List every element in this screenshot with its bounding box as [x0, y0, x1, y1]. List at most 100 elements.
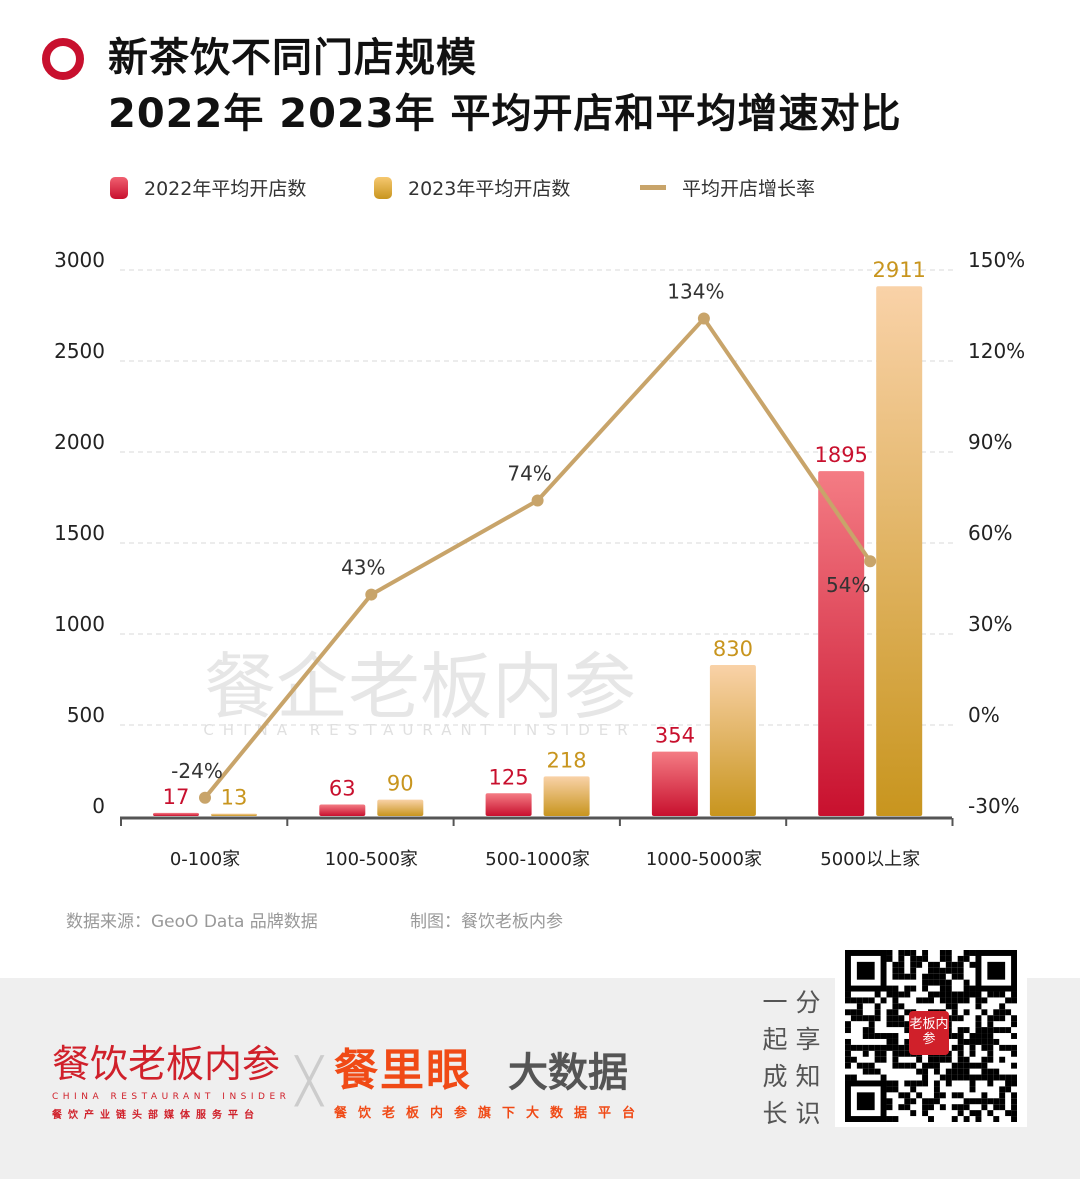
- qr-module: [922, 1068, 929, 1075]
- qr-module: [939, 967, 946, 974]
- qr-module: [845, 991, 851, 998]
- qr-module: [1005, 997, 1012, 1004]
- qr-module: [933, 973, 940, 980]
- qr-module: [922, 1080, 929, 1087]
- qr-module: [892, 967, 899, 974]
- qr-module: [874, 1056, 881, 1063]
- qr-module: [916, 961, 923, 968]
- qr-module: [892, 1116, 899, 1122]
- qr-module: [904, 1062, 911, 1069]
- qr-module: [868, 1068, 875, 1075]
- qr-module: [898, 991, 905, 998]
- qr-module: [993, 1074, 1000, 1081]
- qr-module: [845, 1044, 851, 1051]
- qr-module: [969, 1062, 976, 1069]
- slogan-col-2: 分享知识: [795, 988, 821, 1128]
- x-tick-label: 100-500家: [325, 849, 418, 870]
- qr-module: [963, 1056, 970, 1063]
- qr-module: [892, 991, 899, 998]
- bar-2023: [709, 664, 756, 816]
- qr-module: [951, 961, 958, 968]
- qr-module: [922, 973, 929, 980]
- qr-module: [963, 985, 970, 992]
- qr-module: [850, 1074, 857, 1081]
- qr-finder-center: [987, 961, 1006, 980]
- qr-module: [845, 997, 851, 1004]
- qr-module: [957, 991, 964, 998]
- bar-2022: [319, 804, 366, 816]
- qr-module: [945, 1003, 952, 1010]
- qr-module: [910, 1062, 917, 1069]
- qr-module: [856, 1003, 863, 1010]
- qr-module: [845, 1009, 851, 1016]
- qr-module: [898, 950, 905, 956]
- watermark-sub: CHINA RESTAURANT INSIDER: [203, 721, 636, 739]
- qr-module: [886, 1033, 893, 1039]
- qr-module: [969, 1086, 976, 1093]
- qr-module: [951, 1033, 958, 1039]
- qr-module: [922, 950, 929, 956]
- qr-module: [951, 1003, 958, 1010]
- chart-maker: 制图：餐饮老板内参: [410, 912, 563, 932]
- qr-module: [957, 1068, 964, 1075]
- x-tick-label: 5000以上家: [820, 849, 920, 870]
- chart: 0 -30% 500 0% 1000 30% 1500 60% 2000 90% 2500 120% 3…: [54, 248, 1025, 870]
- qr-module: [892, 1003, 899, 1010]
- right-tick-label: 60%: [968, 521, 1012, 545]
- qr-module: [969, 1038, 976, 1045]
- qr-module: [898, 1050, 905, 1057]
- qr-module: [999, 1056, 1006, 1063]
- qr-module: [945, 955, 952, 962]
- qr-module: [999, 1092, 1006, 1099]
- qr-module: [892, 1056, 899, 1063]
- qr-module: [898, 955, 905, 962]
- qr-module: [951, 1015, 958, 1022]
- qr-module: [886, 1021, 893, 1028]
- qr-finder: [845, 1080, 887, 1122]
- qr-module: [1011, 1110, 1017, 1117]
- slogan-col-1: 一起成长: [762, 988, 788, 1128]
- qr-module: [933, 1056, 940, 1063]
- qr-module: [880, 1044, 887, 1051]
- qr-module: [904, 991, 911, 998]
- qr-module: [892, 1015, 899, 1022]
- qr-module: [981, 1056, 988, 1063]
- bar-label-2023: 13: [221, 786, 248, 810]
- qr-module: [892, 1033, 899, 1039]
- qr-module: [999, 1044, 1006, 1051]
- qr-module: [1011, 1033, 1017, 1039]
- qr-module: [981, 1062, 988, 1069]
- qr-module: [957, 1044, 964, 1051]
- qr-module: [963, 955, 970, 962]
- qr-module: [904, 1021, 911, 1028]
- qr-module: [945, 1068, 952, 1075]
- qr-module: [928, 1056, 934, 1063]
- qr-module: [939, 1104, 946, 1111]
- growth-label: 43%: [341, 556, 385, 580]
- qr-module: [1011, 1116, 1017, 1122]
- qr-module: [868, 1027, 875, 1034]
- bar-2022: [485, 793, 532, 816]
- qr-module: [975, 1110, 982, 1117]
- qr-module: [892, 1038, 899, 1045]
- bar-2022: [651, 751, 698, 816]
- qr-module: [951, 967, 958, 974]
- qr-module: [951, 1009, 958, 1016]
- qr-module: [981, 1044, 988, 1051]
- qr-module: [922, 997, 929, 1004]
- qr-module: [933, 1098, 940, 1105]
- qr-module: [933, 1080, 940, 1087]
- qr-module: [1011, 1098, 1017, 1105]
- qr-module: [987, 1068, 994, 1075]
- qr-module: [850, 997, 857, 1004]
- qr-module: [880, 1074, 887, 1081]
- qr-module: [874, 1009, 881, 1016]
- qr-module: [945, 985, 952, 992]
- qr-module: [957, 1110, 964, 1117]
- qr-module: [969, 1074, 976, 1081]
- qr-module: [945, 950, 952, 956]
- qr-module: [1011, 1015, 1017, 1022]
- qr-module: [874, 991, 881, 998]
- qr-code[interactable]: 老板内参: [835, 945, 1027, 1127]
- legend-item-growth: 平均开店增长率: [640, 174, 815, 201]
